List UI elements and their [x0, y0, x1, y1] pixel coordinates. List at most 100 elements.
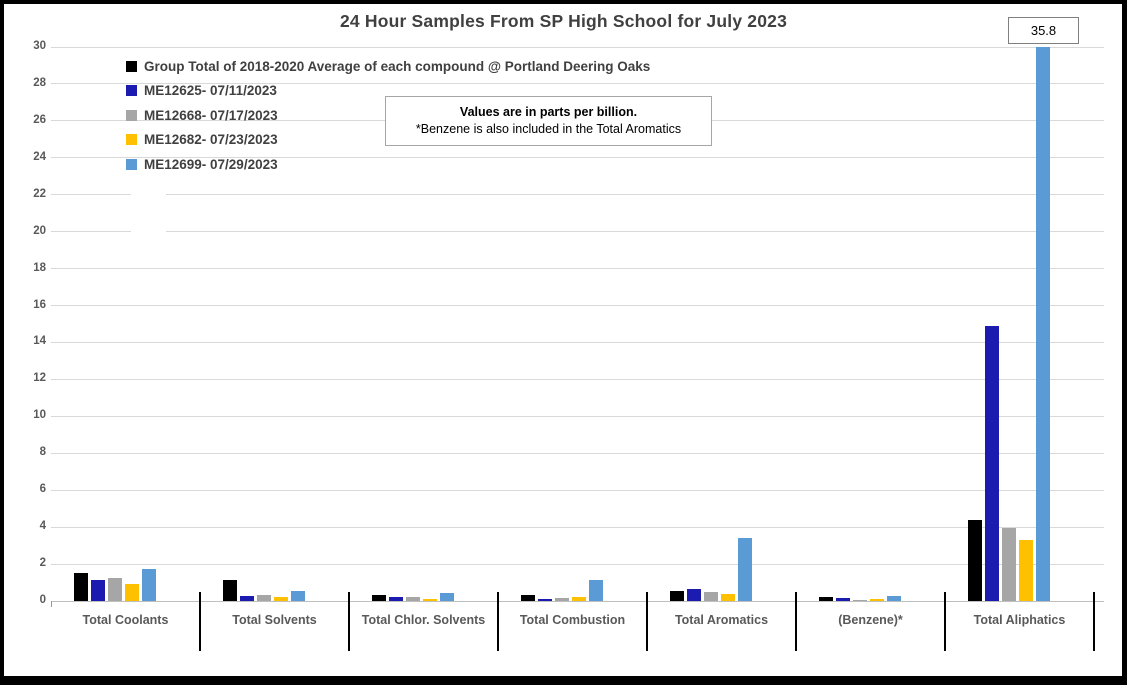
- bar: [422, 599, 437, 601]
- bar: [439, 592, 454, 601]
- category-separator-tick: [646, 592, 648, 651]
- y-axis-tick-label: 16: [33, 298, 46, 311]
- bar: [256, 594, 271, 601]
- legend-swatch-icon: [126, 134, 137, 145]
- whiteout-patch: [131, 186, 166, 246]
- legend-label: ME12682- 07/23/2023: [144, 132, 278, 147]
- legend-label: ME12699- 07/29/2023: [144, 156, 278, 172]
- gridline: [51, 415, 1104, 417]
- y-axis-tick-label: 0: [39, 594, 46, 606]
- bar: [852, 600, 867, 601]
- y-axis-tick-label: 30: [33, 40, 46, 52]
- gridline: [51, 231, 1104, 233]
- bar: [405, 597, 420, 601]
- bar: [124, 584, 139, 601]
- bar: [571, 597, 586, 601]
- bar: [869, 599, 884, 601]
- category-separator-tick: [944, 592, 946, 651]
- bar: [686, 588, 701, 601]
- legend-item: ME12668- 07/17/2023: [126, 107, 650, 123]
- gridline: [51, 489, 1104, 491]
- bar: [537, 599, 552, 601]
- category-separator-tick: [1093, 592, 1095, 651]
- legend: Group Total of 2018-2020 Average of each…: [126, 58, 650, 181]
- gridline: [51, 378, 1104, 380]
- category-separator-tick: [795, 592, 797, 651]
- bar: [818, 597, 833, 601]
- bar: [290, 590, 305, 601]
- legend-swatch-icon: [126, 109, 137, 121]
- bar: [239, 596, 254, 601]
- bar: [720, 593, 735, 601]
- gridline: [51, 341, 1104, 343]
- bar: [1001, 528, 1016, 601]
- note-line-benzene: *Benzene is also included in the Total A…: [415, 122, 682, 136]
- y-axis-tick-label: 26: [33, 113, 46, 126]
- legend-label: ME12625- 07/11/2023: [144, 83, 277, 98]
- legend-item: Group Total of 2018-2020 Average of each…: [126, 58, 650, 74]
- bar: [669, 590, 684, 601]
- bar: [388, 597, 403, 601]
- gridline: [51, 305, 1104, 307]
- bar: [520, 595, 535, 601]
- y-axis-tick-label: 12: [33, 372, 46, 385]
- chart-title: 24 Hour Samples From SP High School for …: [339, 11, 788, 31]
- legend-item: ME12625- 07/11/2023: [126, 83, 650, 99]
- legend-item: ME12682- 07/23/2023: [126, 132, 650, 148]
- gridline: [51, 157, 1104, 159]
- note-line-units: Values are in parts per billion.: [459, 105, 638, 119]
- bar: [141, 568, 156, 601]
- legend-label: Group Total of 2018-2020 Average of each…: [144, 58, 651, 74]
- bar: [371, 594, 386, 601]
- bar: [967, 519, 982, 601]
- y-axis-tick-label: 4: [39, 520, 46, 533]
- bar: [1035, 47, 1050, 601]
- gridline: [51, 194, 1104, 196]
- y-axis-tick-label: 20: [33, 224, 46, 237]
- x-axis-line: [51, 600, 1104, 602]
- bar: [588, 579, 603, 601]
- y-axis-tick-label: 14: [33, 335, 46, 348]
- bar: [222, 579, 237, 601]
- bar: [737, 538, 752, 601]
- gridline: [51, 46, 1104, 48]
- bar: [1018, 540, 1033, 601]
- y-axis-tick-label: 10: [33, 409, 46, 422]
- y-axis-tick-label: 8: [39, 446, 46, 459]
- y-axis-tick-label: 6: [39, 483, 46, 496]
- legend-label: ME12668- 07/17/2023: [144, 107, 278, 123]
- bar: [73, 573, 88, 601]
- category-separator-tick: [199, 592, 201, 651]
- category-separator-tick: [348, 592, 350, 651]
- y-axis-tick-label: 2: [39, 557, 46, 570]
- bar: [886, 596, 901, 601]
- bar: [273, 597, 288, 601]
- y-axis-origin-tick: [51, 601, 52, 607]
- x-axis-category-label: Total Combustion: [519, 613, 626, 627]
- gridline: [51, 563, 1104, 565]
- x-axis-category-label: Total Aromatics: [674, 613, 769, 627]
- gridline: [51, 83, 1104, 85]
- x-axis-category-label: Total Aliphatics: [973, 613, 1066, 627]
- legend-swatch-icon: [126, 60, 137, 72]
- y-axis-tick-label: 24: [33, 150, 46, 163]
- legend-swatch-icon: [126, 85, 137, 96]
- gridline: [51, 526, 1104, 528]
- category-separator-tick: [497, 592, 499, 651]
- bar: [703, 591, 718, 601]
- legend-item: ME12699- 07/29/2023: [126, 156, 650, 172]
- x-axis-category-label: Total Chlor. Solvents: [361, 613, 486, 627]
- bar: [835, 598, 850, 601]
- note-box: Values are in parts per billion. *Benzen…: [385, 96, 712, 146]
- overflow-value-callout: 35.8: [1008, 17, 1079, 44]
- y-axis-tick-label: 28: [33, 76, 46, 89]
- y-axis-tick-label: 22: [33, 187, 46, 200]
- x-axis-category-label: (Benzene)*: [838, 613, 903, 627]
- bar: [107, 577, 122, 601]
- bar: [984, 325, 999, 601]
- y-axis-tick-label: 18: [33, 261, 46, 274]
- x-axis-category-label: Total Coolants: [82, 613, 169, 627]
- x-axis-category-label: Total Solvents: [232, 613, 317, 627]
- bar: [554, 598, 569, 601]
